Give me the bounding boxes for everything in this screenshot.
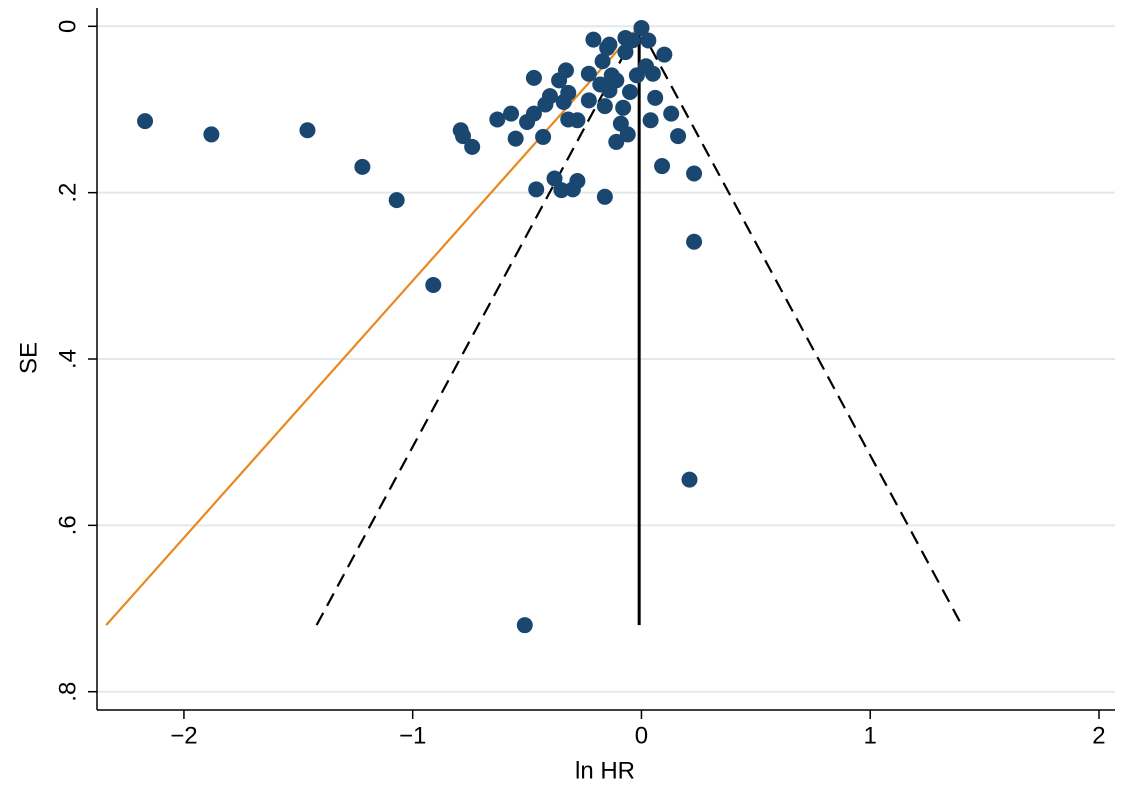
point <box>455 128 472 145</box>
y-tick-label: .6 <box>54 515 81 535</box>
point <box>580 92 597 109</box>
point <box>560 84 577 101</box>
x-tick-label: 1 <box>864 722 877 749</box>
point <box>535 128 552 145</box>
point <box>203 126 220 143</box>
point <box>601 36 618 53</box>
point <box>633 19 650 36</box>
point <box>569 173 586 190</box>
point <box>354 158 371 175</box>
point <box>569 112 586 129</box>
point <box>525 69 542 86</box>
x-tick-label: −2 <box>170 722 197 749</box>
point <box>503 105 520 122</box>
point <box>507 130 524 147</box>
point <box>622 84 639 101</box>
point <box>624 32 641 49</box>
point <box>388 192 405 209</box>
point <box>464 138 481 155</box>
point <box>596 98 613 115</box>
point <box>528 181 545 198</box>
point <box>557 62 574 79</box>
point <box>553 182 570 199</box>
point <box>670 128 687 145</box>
point <box>608 72 625 89</box>
point <box>617 44 634 61</box>
x-tick-label: 0 <box>635 722 648 749</box>
point <box>525 105 542 122</box>
point <box>656 46 673 63</box>
point <box>647 89 664 106</box>
point <box>663 105 680 122</box>
point <box>580 65 597 82</box>
point <box>596 188 613 205</box>
point <box>585 31 602 48</box>
point <box>686 233 703 250</box>
point <box>594 53 611 70</box>
y-axis-label: SE <box>15 342 42 374</box>
point <box>640 32 657 49</box>
funnel-line <box>105 25 640 626</box>
point <box>299 122 316 139</box>
y-tick-label: .4 <box>54 349 81 369</box>
x-tick-label: −1 <box>399 722 426 749</box>
point <box>546 170 563 187</box>
point <box>681 471 698 488</box>
point <box>619 126 636 143</box>
point <box>425 276 442 293</box>
x-axis-label: ln HR <box>575 757 635 784</box>
point <box>137 113 154 130</box>
point <box>615 99 632 116</box>
y-tick-label: .2 <box>54 183 81 203</box>
y-tick-label: 0 <box>54 20 81 33</box>
funnel-line <box>315 23 963 626</box>
point <box>489 111 506 128</box>
point <box>654 158 671 175</box>
y-tick-label: .8 <box>54 682 81 702</box>
x-tick-label: 2 <box>1092 722 1105 749</box>
point <box>608 133 625 150</box>
point <box>541 88 558 105</box>
point <box>516 617 533 634</box>
point <box>642 112 659 129</box>
point <box>686 165 703 182</box>
point <box>644 65 661 82</box>
